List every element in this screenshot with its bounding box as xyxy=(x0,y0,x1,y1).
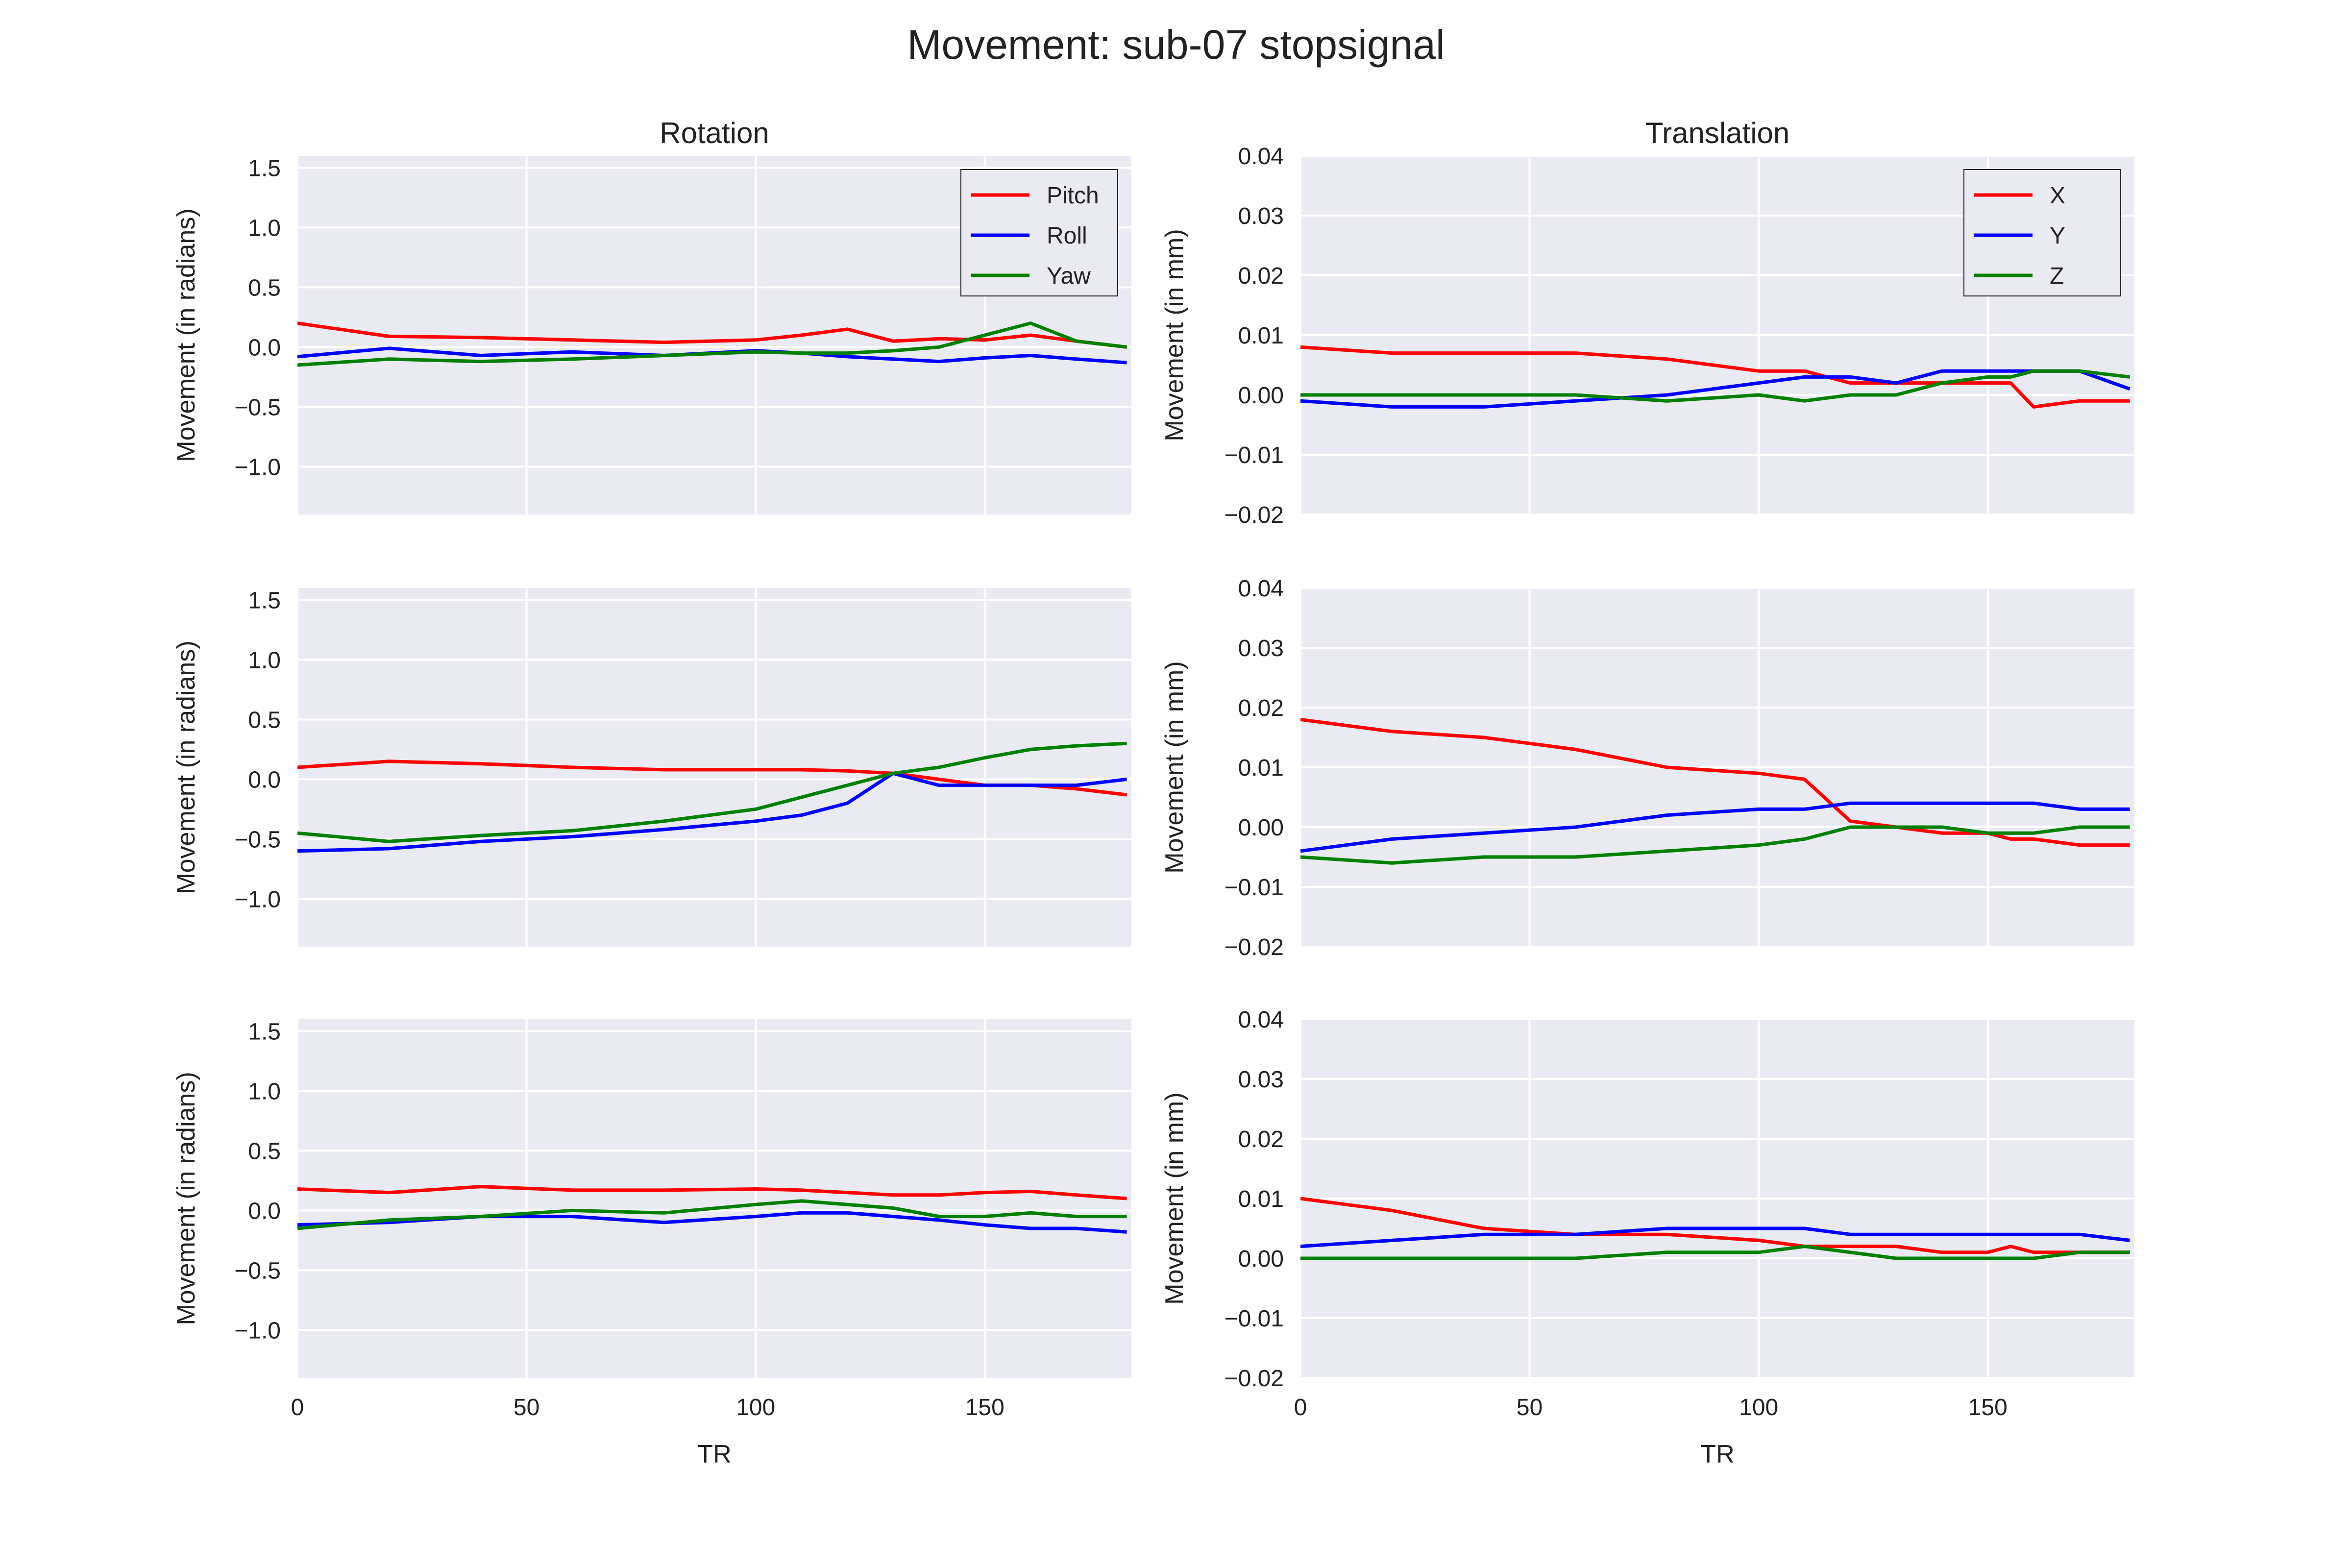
y-tick-label: −0.5 xyxy=(234,394,281,420)
y-axis-label: Movement (in mm) xyxy=(1160,229,1189,441)
y-tick-label: −0.02 xyxy=(1225,1366,1284,1392)
x-tick-label: 50 xyxy=(1517,1395,1543,1421)
y-tick-label: 0.00 xyxy=(1238,1246,1284,1272)
y-tick-label: 0.01 xyxy=(1238,755,1284,781)
y-tick-label: −1.0 xyxy=(234,454,281,480)
y-tick-label: 0.5 xyxy=(248,707,281,733)
y-tick-label: 0.04 xyxy=(1238,144,1284,170)
y-tick-label: 0.0 xyxy=(248,1198,281,1224)
translation-x-axis-label: TR xyxy=(1700,1440,1734,1469)
legend-rotation: Pitch Roll Yaw xyxy=(960,169,1118,296)
subplot-rotation-row-3: 1.5 1.0 0.5 0.0 −0.5 −1.0 0 50 100 150 Movement (i… xyxy=(172,1019,1131,1421)
series-line-roll xyxy=(297,771,1127,853)
x-tick-label: 0 xyxy=(1294,1395,1307,1421)
series-line-roll xyxy=(297,346,1127,365)
y-axis-label: Movement (in mm) xyxy=(1160,1092,1189,1304)
subplot-translation-row-2: 0.04 0.03 0.02 0.01 0.00 −0.01 −0.02 Movement (… xyxy=(1160,576,2134,960)
subplot-translation-row-3: 0.04 0.03 0.02 0.01 0.00 −0.01 −0.02 0 50 100 150 M… xyxy=(1160,1007,2134,1421)
y-tick-label: 0.01 xyxy=(1238,323,1284,349)
y-tick-label: −0.02 xyxy=(1225,502,1284,528)
subplot-translation-row-1: 0.04 0.03 0.02 0.01 0.00 −0.01 −0.02 Movement (… xyxy=(1160,144,2134,528)
legend-label-pitch: Pitch xyxy=(1047,183,1099,209)
y-axis-label: Movement (in radians) xyxy=(172,208,200,462)
series-line-yaw xyxy=(297,1199,1127,1230)
y-tick-label: 0.03 xyxy=(1238,1067,1284,1093)
legend-label-z: Z xyxy=(2050,263,2064,289)
y-tick-label: −0.01 xyxy=(1225,875,1284,901)
series-line-yaw xyxy=(297,321,1127,367)
y-tick-label: 0.02 xyxy=(1238,1127,1284,1152)
figure-title: Movement: sub-07 stopsignal xyxy=(907,22,1445,68)
y-tick-label: 0.0 xyxy=(248,767,281,793)
series-line-y xyxy=(1300,801,2130,853)
plot-area xyxy=(297,1019,1131,1378)
series-line-x xyxy=(1300,345,2130,409)
series-line-z xyxy=(1300,1245,2130,1260)
y-tick-label: −0.5 xyxy=(234,827,281,853)
y-tick-label: −0.02 xyxy=(1225,934,1284,960)
y-tick-label: 1.0 xyxy=(248,647,281,673)
series-line-x xyxy=(1300,1197,2130,1254)
x-tick-label: 150 xyxy=(965,1395,1004,1421)
y-tick-label: 0.02 xyxy=(1238,263,1284,289)
legend-translation: XYZ xyxy=(1963,169,2121,296)
series-line-x xyxy=(1300,717,2130,847)
rotation-x-axis-label: TR xyxy=(697,1440,731,1469)
y-tick-label: 0.5 xyxy=(248,1138,281,1164)
series-line-z xyxy=(1300,369,2131,403)
series-line-pitch xyxy=(297,1185,1127,1200)
y-tick-label: −1.0 xyxy=(234,886,281,912)
y-axis-label: Movement (in mm) xyxy=(1160,661,1189,873)
y-tick-label: −1.0 xyxy=(234,1318,281,1344)
y-tick-label: 0.5 xyxy=(248,275,281,301)
legend-label-roll: Roll xyxy=(1047,223,1087,249)
x-tick-label: 100 xyxy=(736,1395,775,1421)
y-tick-label: −0.01 xyxy=(1225,1306,1284,1332)
y-tick-label: 1.5 xyxy=(248,155,281,181)
legend-label-y: Y xyxy=(2050,223,2065,249)
series-line-z xyxy=(1300,825,2130,865)
subplot-rotation-row-1: 1.5 1.0 0.5 0.0 −0.5 −1.0 Movement (in radians… xyxy=(172,155,1131,514)
y-tick-label: 0.00 xyxy=(1238,815,1284,841)
x-tick-label: 50 xyxy=(514,1395,539,1421)
y-tick-label: 0.00 xyxy=(1238,383,1284,409)
x-tick-label: 150 xyxy=(1968,1395,2008,1421)
y-tick-label: 1.5 xyxy=(248,1019,281,1045)
y-tick-label: 0.04 xyxy=(1238,576,1284,602)
y-tick-label: 0.04 xyxy=(1238,1007,1284,1033)
subplot-grid: 1.5 1.0 0.5 0.0 −0.5 −1.0 Movement (in radians… xyxy=(172,144,2134,1421)
y-tick-label: 0.02 xyxy=(1238,695,1284,721)
y-tick-label: 0.01 xyxy=(1238,1186,1284,1212)
series-line-pitch xyxy=(297,321,1127,349)
legend-label-yaw: Yaw xyxy=(1047,263,1091,289)
y-tick-label: 1.5 xyxy=(248,588,281,613)
y-axis-label: Movement (in radians) xyxy=(172,1072,200,1325)
series-line-y xyxy=(1300,1226,2131,1249)
rotation-column-title: Rotation xyxy=(660,117,769,149)
x-tick-label: 0 xyxy=(291,1395,304,1421)
series-line-yaw xyxy=(297,741,1127,843)
y-tick-label: 0.0 xyxy=(248,335,281,361)
y-tick-label: −0.5 xyxy=(234,1258,281,1284)
plot-area xyxy=(297,588,1131,947)
y-axis-label: Movement (in radians) xyxy=(172,640,200,894)
y-tick-label: 0.03 xyxy=(1238,203,1284,229)
x-tick-label: 100 xyxy=(1739,1395,1778,1421)
legend-label-x: X xyxy=(2050,183,2065,209)
subplot-rotation-row-2: 1.5 1.0 0.5 0.0 −0.5 −1.0 Movement (in radians… xyxy=(172,588,1131,947)
y-tick-label: −0.01 xyxy=(1225,442,1284,468)
y-tick-label: 1.0 xyxy=(248,1078,281,1104)
y-tick-label: 1.0 xyxy=(248,215,281,241)
series-line-y xyxy=(1300,369,2131,409)
translation-column-title: Translation xyxy=(1645,117,1790,149)
y-tick-label: 0.03 xyxy=(1238,636,1284,662)
